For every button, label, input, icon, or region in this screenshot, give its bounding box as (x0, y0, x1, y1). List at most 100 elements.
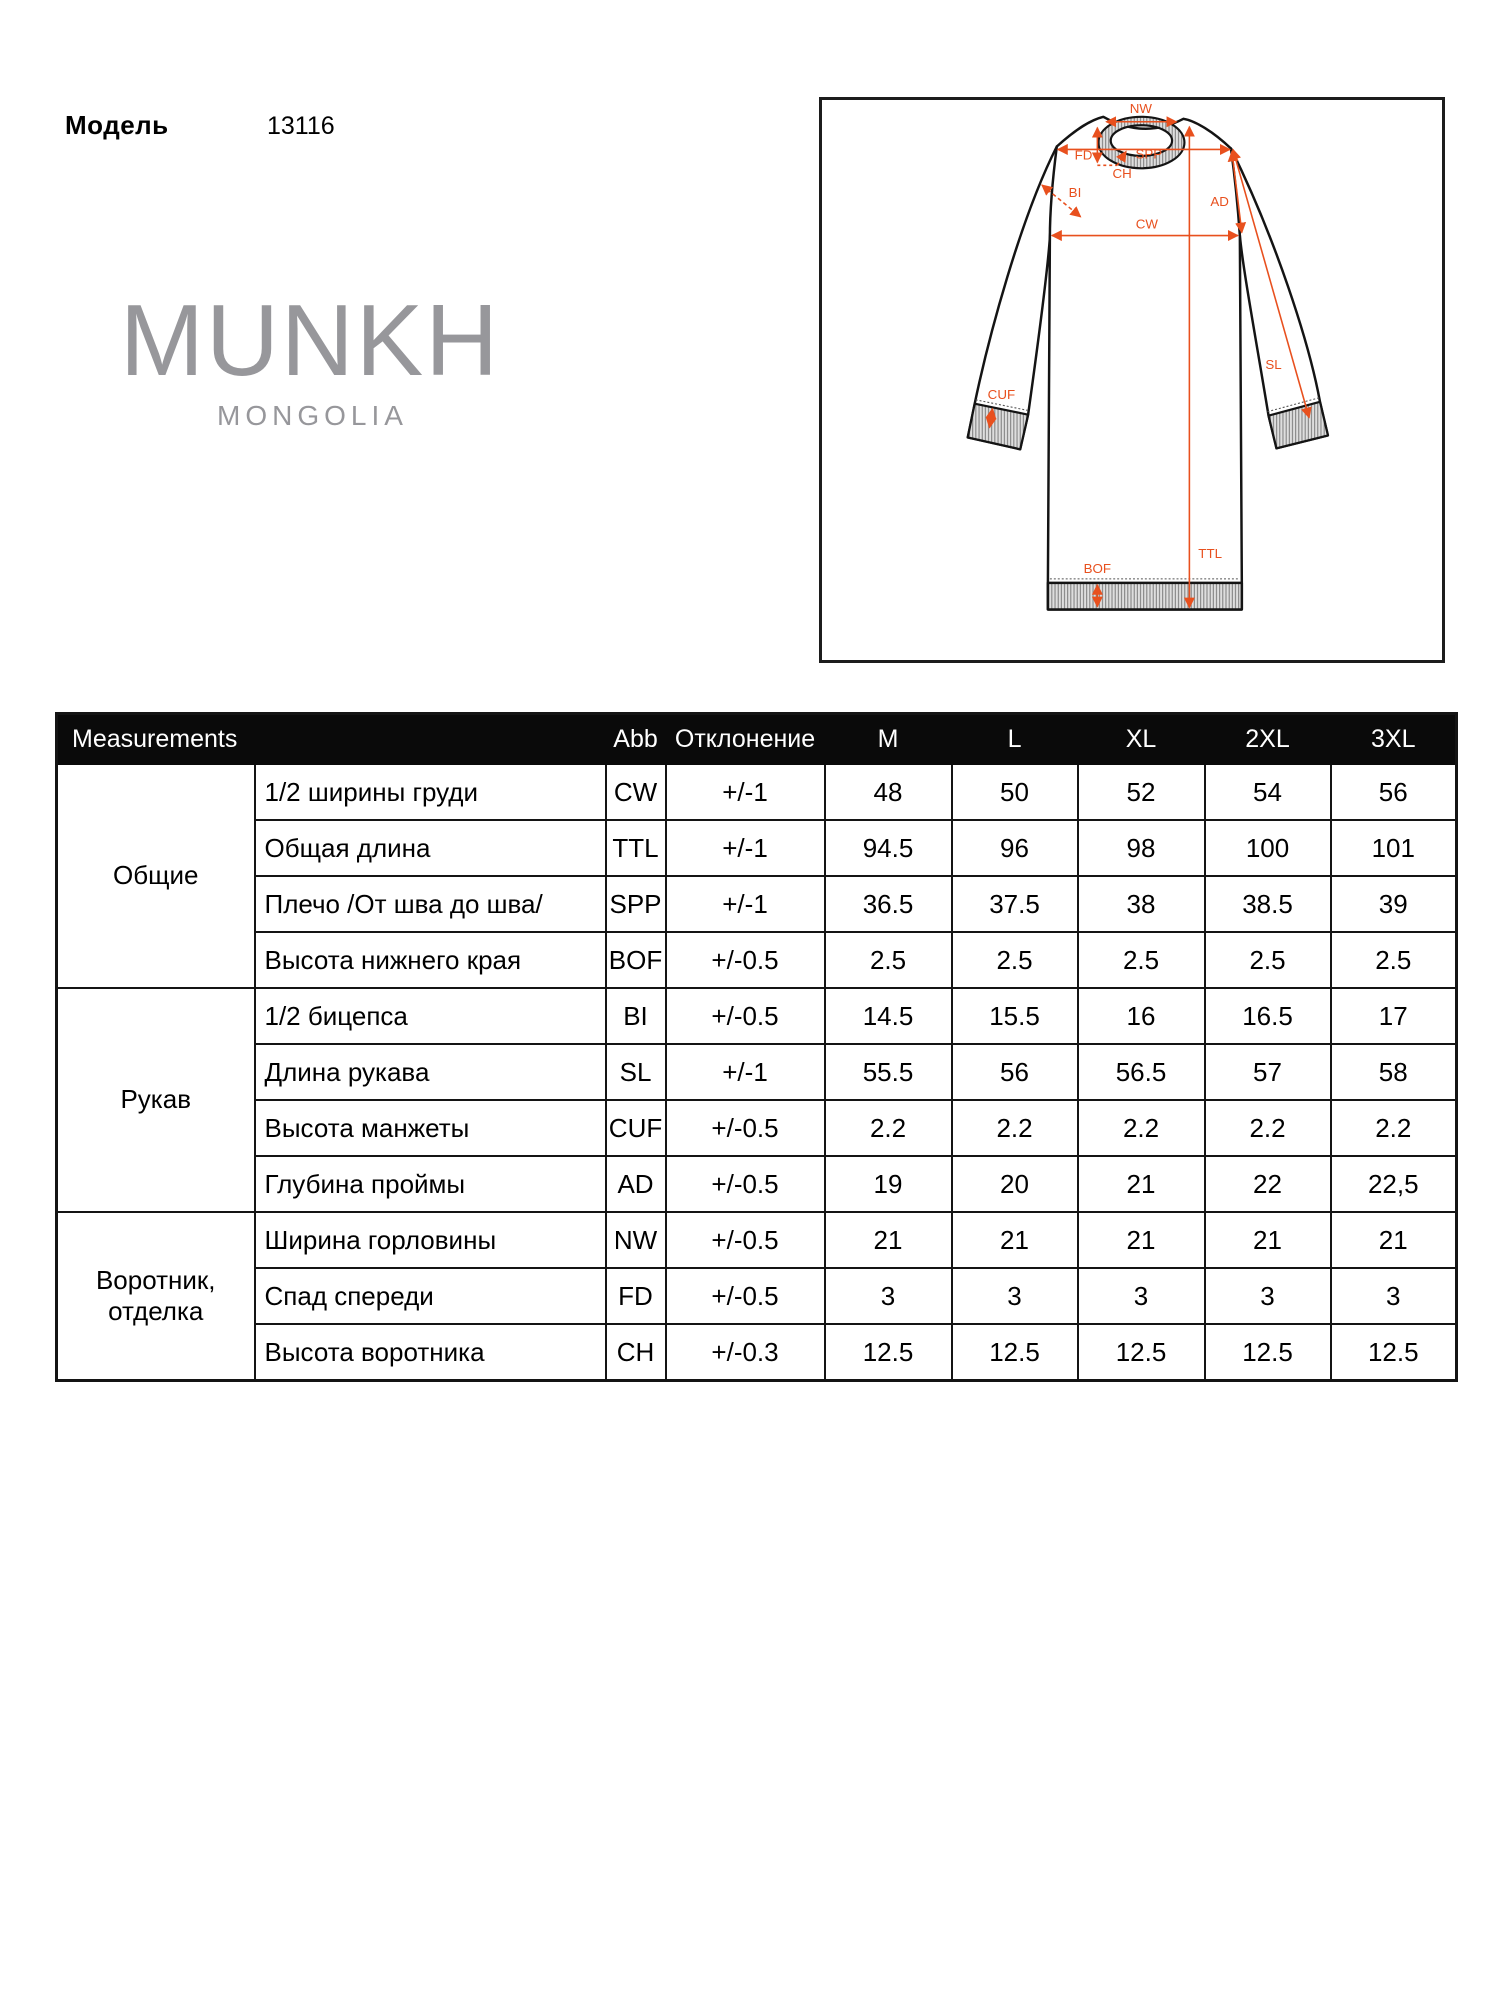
table-row: Плечо /От шва до шва/SPP +/-1 36.5 37.5 38 38… (57, 875, 1458, 933)
size-value-cell: 56.5 (1076, 1043, 1206, 1101)
cuf-label: CUF (988, 387, 1015, 402)
tolerance-cell: +/-0.5 (664, 1155, 826, 1213)
tolerance-cell: +/-0.5 (664, 1267, 826, 1325)
size-value-cell: 19 (823, 1155, 953, 1213)
garment-diagram: NW SPP FD CH BI CW AD SL CUF TTL BOF (966, 101, 1330, 611)
size-value-cell: 2.2 (823, 1099, 953, 1157)
size-value-cell: 15.5 (950, 987, 1079, 1045)
table-row: Длина рукава SL +/-1 55.5 56 56.5 57 58 (57, 1043, 1458, 1101)
ch-arrow (1116, 150, 1127, 166)
nw-label: NW (1130, 101, 1153, 116)
size-value-cell: 2.5 (823, 931, 953, 989)
size-value-cell: 98 (1076, 819, 1206, 877)
size-table: Measurements Abb Отклонение M L XL 2XL 3… (55, 712, 1459, 1382)
header-size-3xl: 3XL (1329, 712, 1458, 765)
tolerance-cell: +/-0.3 (664, 1323, 826, 1382)
model-label: Модель (65, 110, 169, 140)
size-value-cell: 101 (1329, 819, 1458, 877)
size-value-cell: 12.5 (1076, 1323, 1206, 1382)
header-measurements: Measurements (55, 712, 607, 765)
size-value-cell: 52 (1076, 763, 1206, 821)
abb-cell: BOF (604, 931, 667, 989)
tolerance-cell: +/-0.5 (664, 931, 826, 989)
measurement-name-cell: Высота манжеты (253, 1099, 607, 1157)
tolerance-cell: +/-1 (664, 819, 826, 877)
table-row: Высота манжеты CUF +/-0.5 2.2 2.2 2.2 2.2 2.2 (57, 1099, 1458, 1157)
size-value-cell: 3 (1329, 1267, 1458, 1325)
bi-arrow (1041, 184, 1082, 218)
table-row: Общая длина TTL +/-1 94.5 96 98 100 101 (57, 819, 1458, 877)
measurement-name-cell: Ширина горловины (253, 1211, 607, 1269)
size-value-cell: 12.5 (823, 1323, 953, 1382)
size-value-cell: 2.2 (950, 1099, 1079, 1157)
size-value-cell: 38.5 (1203, 875, 1332, 933)
size-value-cell: 12.5 (950, 1323, 1079, 1382)
left-cuff-band (966, 402, 1030, 451)
size-value-cell: 21 (950, 1211, 1079, 1269)
table-row: Высота воротника CH +/-0.3 12.5 12.5 12.5 12.5… (57, 1323, 1458, 1382)
size-value-cell: 20 (950, 1155, 1079, 1213)
measurement-name-cell: Спад спереди (253, 1267, 607, 1325)
size-value-cell: 50 (950, 763, 1079, 821)
bi-label: BI (1069, 185, 1082, 200)
size-value-cell: 94.5 (823, 819, 953, 877)
measurement-name-cell: Плечо /От шва до шва/ (253, 875, 607, 933)
size-value-cell: 17 (1329, 987, 1458, 1045)
size-value-cell: 16 (1076, 987, 1206, 1045)
sl-arrow (1230, 148, 1312, 419)
size-value-cell: 48 (823, 763, 953, 821)
size-value-cell: 21 (823, 1211, 953, 1269)
tolerance-cell: +/-0.5 (664, 1211, 826, 1269)
brand-country: MONGOLIA (217, 400, 408, 431)
size-value-cell: 36.5 (823, 875, 953, 933)
measurement-name-cell: 1/2 ширины груди (253, 763, 607, 821)
cw-label: CW (1136, 217, 1159, 232)
size-value-cell: 55.5 (823, 1043, 953, 1101)
header-size-xl: XL (1076, 712, 1206, 765)
table-row: Общие 1/2 ширины груди CW +/-1 48 50 52 54 56 (55, 763, 1458, 989)
header-size-m: M (823, 712, 953, 765)
size-value-cell: 12.5 (1203, 1323, 1332, 1382)
measurement-arrows (985, 116, 1312, 609)
size-value-cell: 22 (1203, 1155, 1332, 1213)
tolerance-cell: +/-1 (664, 875, 826, 933)
size-value-cell: 2.5 (1203, 931, 1332, 989)
size-value-cell: 14.5 (823, 987, 953, 1045)
size-value-cell: 22,5 (1329, 1155, 1458, 1213)
abb-cell: BI (604, 987, 667, 1045)
left-sleeve (966, 145, 1059, 451)
measurement-name-cell: Высота нижнего края (253, 931, 607, 989)
size-value-cell: 21 (1076, 1211, 1206, 1269)
size-value-cell: 16.5 (1203, 987, 1332, 1045)
size-table-wrap: Measurements Abb Отклонение M L XL 2XL 3… (55, 712, 1459, 1382)
size-value-cell: 2.2 (1329, 1099, 1458, 1157)
sl-label: SL (1265, 357, 1281, 372)
table-row: Воротник, отделка Ширина горловины NW +/-0.… (55, 1211, 1458, 1382)
size-value-cell: 37.5 (950, 875, 1079, 933)
spp-label: SPP (1135, 146, 1162, 161)
ch-label: CH (1112, 166, 1131, 181)
garment-diagram-frame: NW SPP FD CH BI CW AD SL CUF TTL BOF (819, 97, 1445, 663)
ad-label: AD (1210, 194, 1229, 209)
header-abb: Abb (604, 712, 667, 765)
table-header-row: Measurements Abb Отклонение M L XL 2XL 3… (55, 712, 1458, 765)
group-cell: Рукав (55, 987, 256, 1213)
ttl-label: TTL (1198, 546, 1222, 561)
abb-cell: SPP (604, 875, 667, 933)
abb-cell: NW (604, 1211, 667, 1269)
abb-cell: CH (604, 1323, 667, 1382)
size-value-cell: 2.2 (1203, 1099, 1332, 1157)
size-value-cell: 56 (1329, 763, 1458, 821)
size-value-cell: 57 (1203, 1043, 1332, 1101)
group-cell: Воротник, отделка (55, 1211, 256, 1382)
table-row: Рукав 1/2 бицепса BI +/-0.5 14.5 15.5 16 16.5 17 (55, 987, 1458, 1213)
hem-band (1046, 581, 1244, 611)
size-value-cell: 12.5 (1329, 1323, 1458, 1382)
size-value-cell: 2.5 (1329, 931, 1458, 989)
size-value-cell: 96 (950, 819, 1079, 877)
size-value-cell: 3 (823, 1267, 953, 1325)
size-value-cell: 54 (1203, 763, 1332, 821)
tolerance-cell: +/-0.5 (664, 1099, 826, 1157)
measurement-name-cell: 1/2 бицепса (253, 987, 607, 1045)
